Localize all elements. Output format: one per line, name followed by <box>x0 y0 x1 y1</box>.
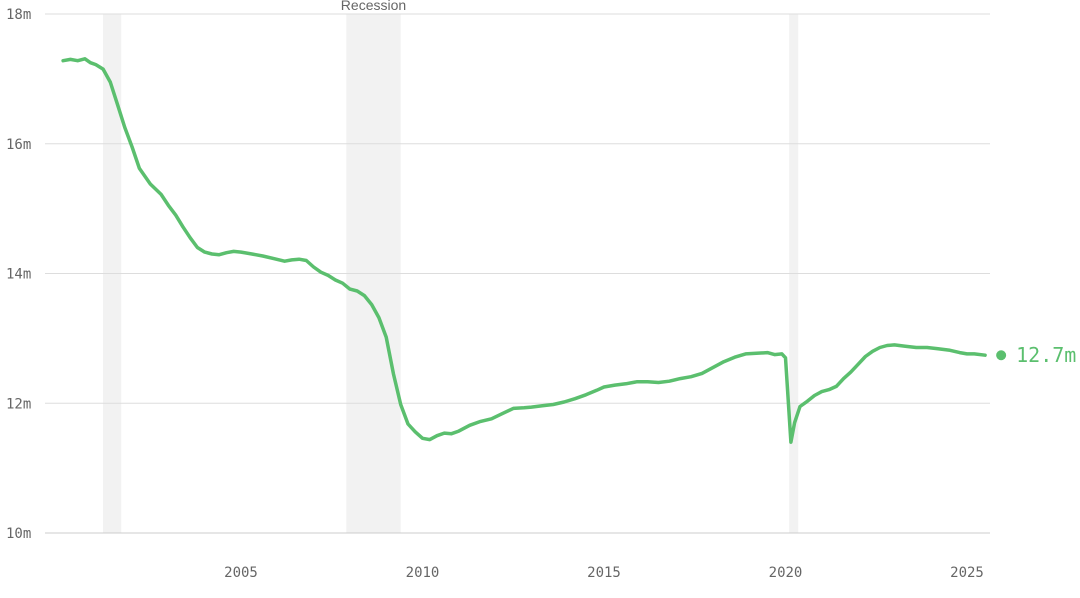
x-tick-label: 2010 <box>406 565 440 581</box>
series-line-0 <box>61 57 987 444</box>
y-tick-label: 10m <box>6 526 31 542</box>
recession-label: Recession <box>341 0 406 13</box>
x-axis-ticks: 2005 2010 2015 2020 2025 <box>224 565 984 581</box>
grid-lines <box>45 13 990 534</box>
end-marker-group: 12.7m <box>996 343 1076 367</box>
y-axis-ticks: 10m 12m 14m 16m 18m <box>6 7 31 542</box>
y-tick-label: 14m <box>6 267 31 283</box>
y-tick-label: 18m <box>6 7 31 23</box>
x-tick-label: 2015 <box>587 565 621 581</box>
x-tick-label: 2025 <box>950 565 984 581</box>
y-tick-label: 16m <box>6 137 31 153</box>
recession-bands: Recession <box>103 0 799 533</box>
end-value-label: 12.7m <box>1016 343 1076 367</box>
series-lines <box>61 57 987 444</box>
end-point-marker <box>996 350 1007 361</box>
x-tick-label: 2005 <box>224 565 258 581</box>
x-tick-label: 2020 <box>769 565 803 581</box>
y-tick-label: 12m <box>6 396 31 412</box>
